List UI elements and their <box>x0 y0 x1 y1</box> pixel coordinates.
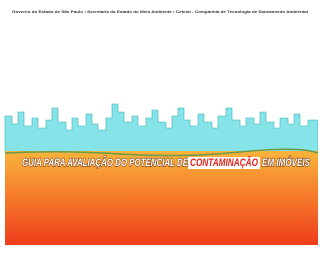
page: Governo do Estado de São Paulo • Secreta… <box>0 0 320 278</box>
title-part2: EM IMÓVEIS <box>262 156 310 169</box>
title-highlight: CONTAMINAÇÃO <box>190 156 258 169</box>
header-text: Governo do Estado de São Paulo • Secreta… <box>12 9 308 14</box>
title-part1: GUIA PARA AVALIAÇÃO DO POTENCIAL DE <box>22 156 188 169</box>
cover: Governo do Estado de São Paulo • Secreta… <box>0 0 318 278</box>
